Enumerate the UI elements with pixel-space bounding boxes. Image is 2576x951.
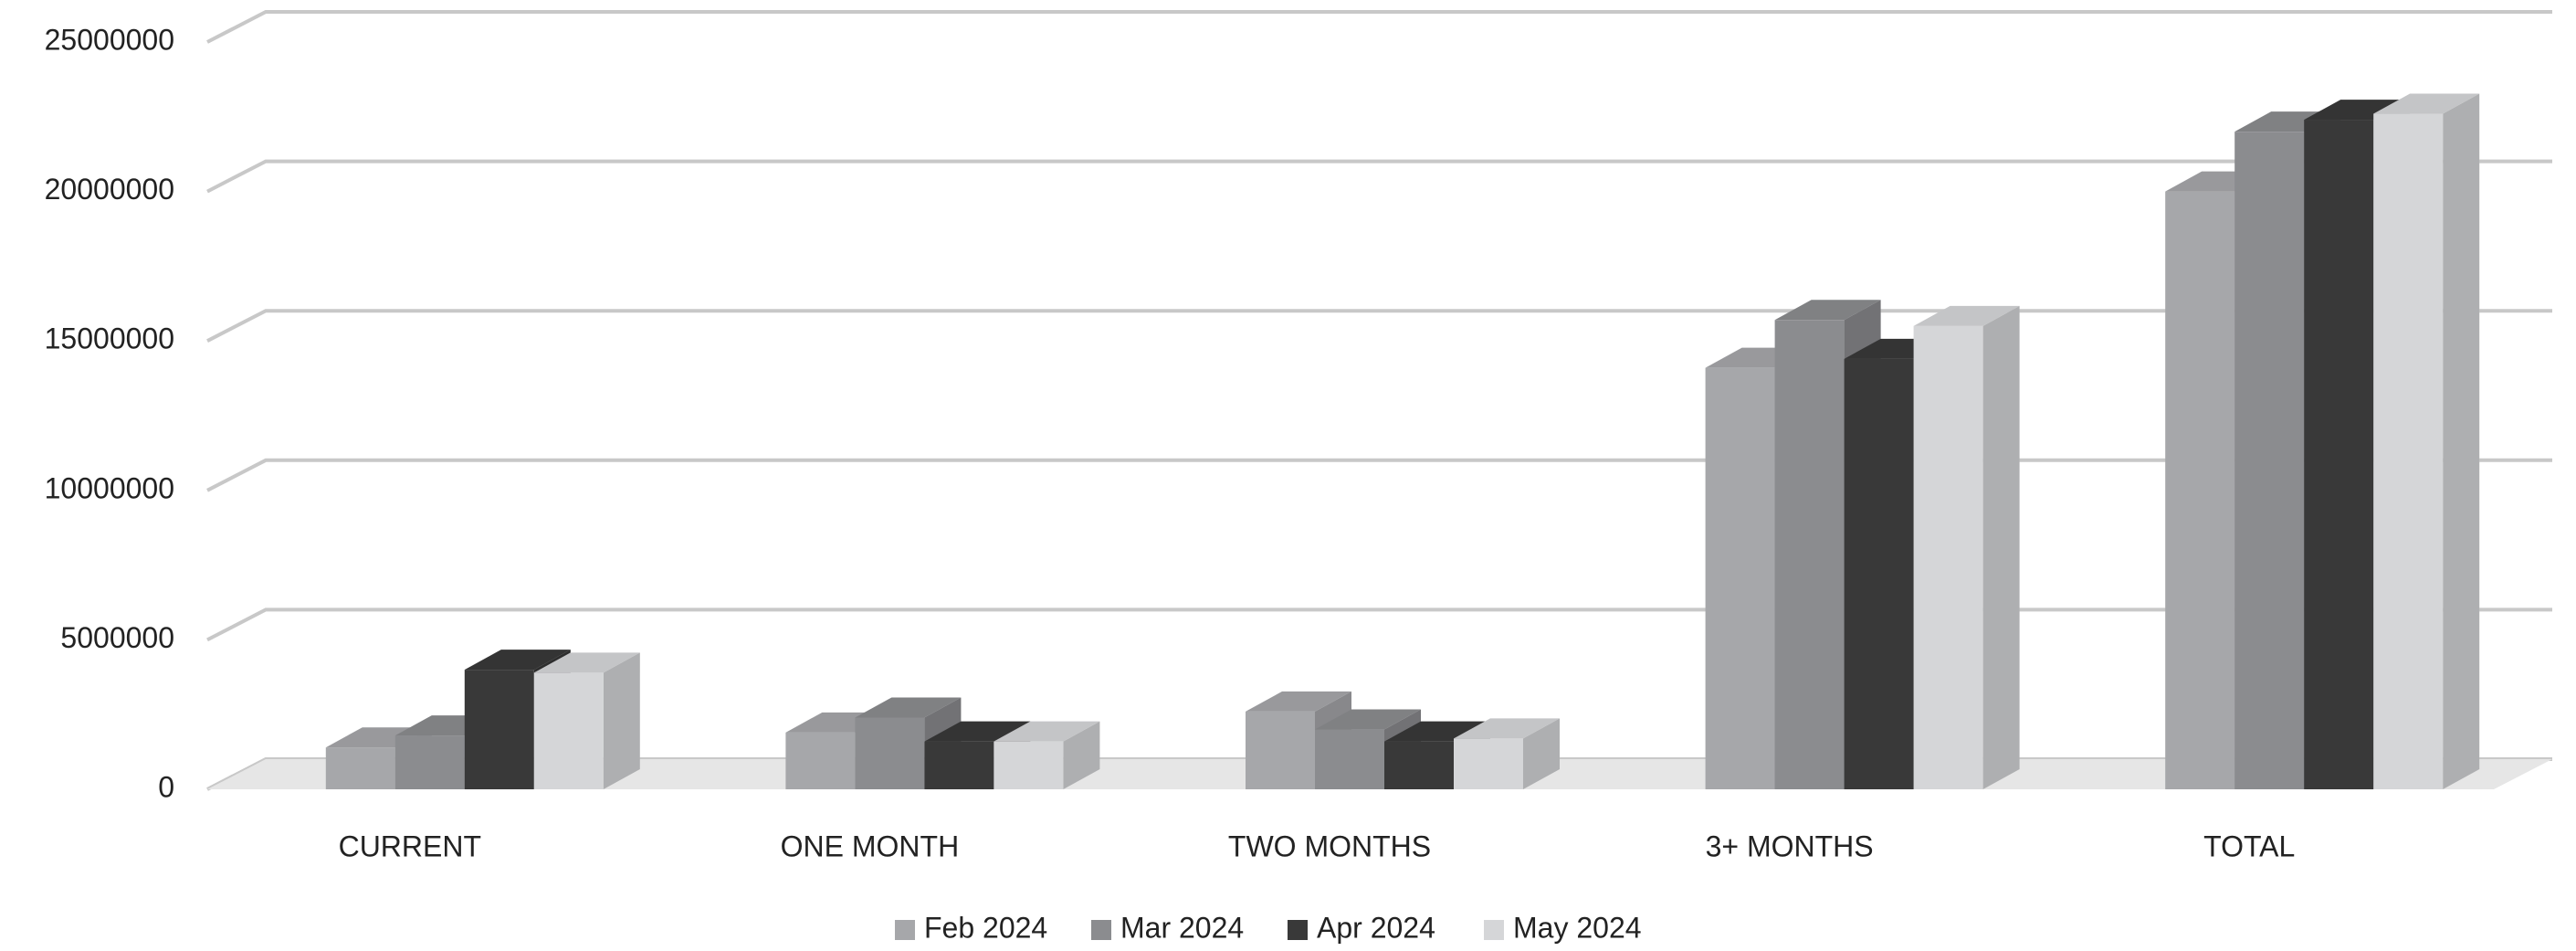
bar [994, 741, 1064, 789]
x-tick-label: TOTAL [2203, 829, 2295, 862]
bar-top [1315, 709, 1421, 730]
y-tick-label: 10000000 [45, 471, 174, 504]
bar [2373, 113, 2444, 789]
bar-side [2443, 93, 2480, 789]
x-tick-label: 3+ MONTHS [1706, 829, 1874, 862]
bar [1844, 358, 1914, 789]
bar-top-shade [994, 721, 1100, 742]
bar [2234, 132, 2305, 789]
legend-swatch [1484, 920, 1504, 940]
bar [1705, 367, 1775, 789]
bar-top [1774, 300, 1881, 321]
legend-label: Mar 2024 [1120, 911, 1244, 944]
bar-side [603, 652, 640, 789]
bar-top [855, 697, 962, 718]
bar-top [2373, 93, 2480, 114]
bar [785, 732, 856, 789]
x-tick-label: ONE MONTH [781, 829, 960, 862]
bar-top [924, 721, 1031, 742]
bar [2165, 191, 2235, 790]
bar-side [1982, 305, 2020, 790]
bar-top-shade [855, 697, 962, 718]
bar-top [1913, 305, 2020, 326]
legend-swatch [895, 920, 915, 940]
bar-top [464, 650, 571, 671]
legend-swatch [1288, 920, 1308, 940]
grid-line [206, 159, 2552, 194]
x-tick-label: CURRENT [339, 829, 481, 862]
bar-top-shade [464, 650, 571, 671]
y-tick-label: 25000000 [45, 23, 174, 56]
bar-top-shade [1774, 300, 1881, 321]
bar-top-shade [1454, 718, 1560, 739]
bar-side-shade [1523, 718, 1560, 789]
bar [1315, 729, 1384, 789]
bar [1384, 741, 1454, 789]
bar [1246, 711, 1315, 789]
bar-top-shade [924, 721, 1031, 742]
bar-top [1454, 718, 1560, 739]
legend-swatch [1091, 920, 1111, 940]
bar [394, 735, 465, 789]
bar-side-shade [1982, 305, 2020, 790]
y-tick-label: 15000000 [45, 322, 174, 355]
y-tick-label: 20000000 [45, 173, 174, 206]
bar-top [1384, 721, 1490, 742]
bar [464, 670, 534, 789]
bar-top-shade [2304, 100, 2411, 121]
bar [1454, 738, 1523, 789]
bar [325, 747, 395, 789]
bar-top-shade [1384, 721, 1490, 742]
bar-top [994, 721, 1100, 742]
bar-top [1246, 691, 1351, 712]
legend-label: Feb 2024 [924, 911, 1047, 944]
legend-label: May 2024 [1513, 911, 1642, 944]
bar-side-shade [1063, 721, 1100, 789]
y-tick-label: 0 [158, 770, 174, 803]
bar-top-shade [2373, 93, 2480, 114]
bar-side [1063, 721, 1100, 789]
bar-top-shade [1913, 305, 2020, 326]
bar-side-shade [2443, 93, 2480, 789]
bar-top [533, 652, 640, 673]
bar-top-shade [1315, 709, 1421, 730]
bar-top [2304, 100, 2411, 121]
bar [1913, 325, 1983, 789]
bar [1774, 320, 1845, 789]
bar [855, 717, 925, 789]
bar-top-shade [533, 652, 640, 673]
bar-side-shade [603, 652, 640, 789]
legend-label: Apr 2024 [1317, 911, 1435, 944]
bar-top-shade [1246, 691, 1351, 712]
x-tick-label: TWO MONTHS [1228, 829, 1431, 862]
grid-line [206, 10, 2552, 44]
y-tick-label: 5000000 [60, 621, 174, 654]
bar [2304, 120, 2374, 789]
bar [924, 741, 994, 789]
grid-line [206, 309, 2552, 343]
bar [533, 672, 604, 789]
bar-side [1523, 718, 1560, 789]
